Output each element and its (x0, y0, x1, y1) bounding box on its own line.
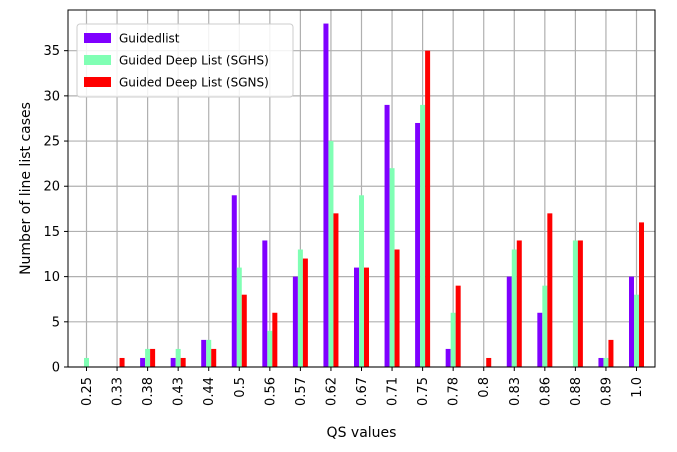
x-tick-label: 0.67 (355, 377, 370, 406)
bar (292, 276, 298, 367)
x-axis-title: QS values (327, 425, 397, 441)
x-tick-label: 0.86 (538, 377, 553, 406)
bar (241, 294, 247, 367)
bar (206, 339, 212, 367)
bar (542, 285, 548, 367)
bar (420, 104, 426, 367)
bar (455, 285, 461, 367)
bar (359, 195, 364, 367)
bar (577, 240, 583, 367)
legend-swatch (84, 77, 111, 87)
bar (572, 240, 578, 367)
y-axis: 0 5 10 15 20 25 30 35 (43, 44, 68, 376)
bar (394, 249, 400, 367)
y-axis-title: Number of line list cases (18, 102, 34, 275)
y-tick-label: 20 (43, 180, 60, 195)
x-tick-label: 0.89 (599, 377, 614, 406)
x-tick-label: 0.57 (294, 377, 309, 406)
y-tick-label: 25 (43, 135, 60, 150)
legend: Guidedlist Guided Deep List (SGHS) Guided … (76, 23, 294, 98)
x-tick-label: 1.0 (630, 377, 645, 398)
bar (180, 357, 186, 367)
x-tick-label: 0.78 (447, 377, 462, 406)
bar (323, 23, 329, 368)
legend-box (76, 23, 294, 98)
bar (445, 348, 451, 367)
x-tick-label: 0.62 (324, 377, 339, 406)
bar (262, 240, 268, 367)
bar (145, 348, 151, 367)
bar (603, 357, 609, 367)
bar (140, 357, 146, 367)
y-tick-label: 30 (43, 89, 60, 104)
x-tick-label: 0.33 (111, 377, 126, 406)
x-tick-label: 0.56 (263, 377, 278, 406)
x-tick-label: 0.38 (141, 377, 156, 406)
x-tick-label: 0.71 (386, 377, 401, 406)
bar (511, 249, 517, 367)
legend-label: Guided Deep List (SGNS) (119, 76, 269, 90)
bar (506, 276, 512, 367)
y-tick-label: 5 (52, 315, 60, 330)
x-tick-label: 0.25 (80, 377, 95, 406)
bar (267, 330, 273, 367)
bar (354, 267, 359, 367)
bar (297, 249, 303, 367)
bar (119, 357, 125, 367)
bar (415, 122, 421, 367)
bar (547, 213, 553, 367)
bar (537, 312, 543, 367)
bar (150, 348, 156, 367)
x-tick-label: 0.5 (233, 377, 248, 398)
bar (170, 357, 176, 367)
bar (425, 50, 431, 367)
bar (236, 267, 242, 367)
y-tick-label: 15 (43, 225, 60, 240)
bar (302, 258, 308, 367)
bars-layer (84, 23, 644, 368)
bar (608, 339, 614, 367)
x-tick-label: 0.44 (202, 377, 217, 406)
legend-swatch (84, 55, 111, 65)
x-tick-label: 0.43 (172, 377, 187, 406)
bar (333, 213, 339, 367)
bar (450, 312, 456, 367)
bar (516, 240, 522, 367)
legend-label: Guided Deep List (SGHS) (119, 54, 269, 68)
legend-swatch (84, 33, 111, 43)
x-tick-label: 0.8 (477, 377, 492, 398)
x-axis: 0.25 0.33 0.38 0.43 0.44 0.5 0.56 0.57 0.62 0.67 0… (80, 367, 645, 406)
bar (629, 276, 634, 367)
bar (272, 312, 278, 367)
y-tick-label: 10 (43, 270, 60, 285)
legend-label: Guidedlist (119, 32, 180, 46)
bar (175, 348, 181, 367)
x-tick-label: 0.83 (508, 377, 523, 406)
bar (486, 357, 492, 367)
y-tick-label: 35 (43, 44, 60, 59)
y-tick-label: 0 (52, 361, 60, 376)
x-tick-label: 0.75 (416, 377, 431, 406)
bar (634, 294, 639, 367)
bar (639, 222, 644, 367)
bar (328, 141, 334, 367)
bar (384, 104, 390, 367)
bar (84, 357, 89, 367)
bar (389, 168, 395, 367)
bar (201, 339, 207, 367)
bar (211, 348, 217, 367)
bar (364, 267, 369, 367)
bar (598, 357, 604, 367)
x-tick-label: 0.88 (569, 377, 584, 406)
bar (231, 195, 237, 367)
